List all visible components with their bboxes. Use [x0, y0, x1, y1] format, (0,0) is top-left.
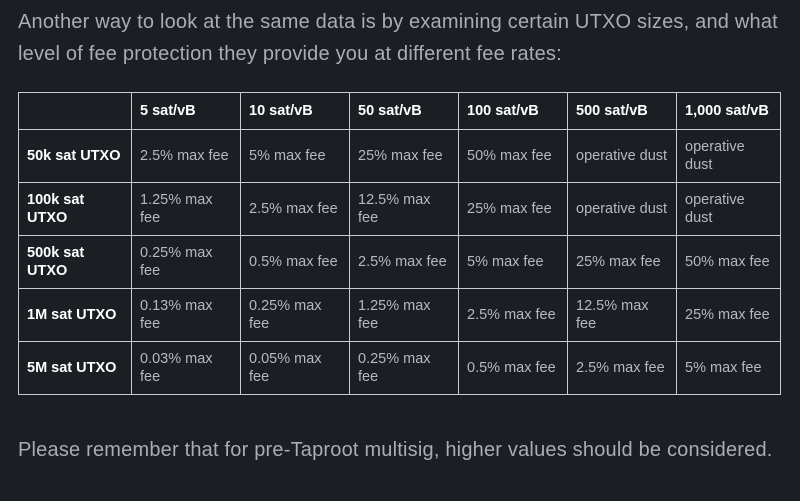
table-cell: 12.5% max fee: [349, 182, 459, 236]
column-header: 1,000 sat/vB: [676, 92, 781, 130]
table-header-row: 5 sat/vB 10 sat/vB 50 sat/vB 100 sat/vB …: [18, 92, 781, 130]
table-cell: 0.13% max fee: [131, 288, 241, 342]
table-cell: 5% max fee: [240, 129, 350, 183]
outro-paragraph: Please remember that for pre-Taproot mul…: [18, 439, 773, 461]
table-row: 100k sat UTXO 1.25% max fee 2.5% max fee…: [18, 182, 781, 236]
table-cell: 2.5% max fee: [240, 182, 350, 236]
intro-paragraph: Another way to look at the same data is …: [18, 11, 778, 65]
table-cell: 2.5% max fee: [458, 288, 568, 342]
fee-protection-table: 5 sat/vB 10 sat/vB 50 sat/vB 100 sat/vB …: [18, 92, 781, 395]
table-cell: 2.5% max fee: [131, 129, 241, 183]
table-cell: 1.25% max fee: [131, 182, 241, 236]
column-header: 50 sat/vB: [349, 92, 459, 130]
table-cell: operative dust: [676, 129, 781, 183]
table-cell: 2.5% max fee: [567, 341, 677, 395]
table-cell: operative dust: [676, 182, 781, 236]
table-row: 50k sat UTXO 2.5% max fee 5% max fee 25%…: [18, 129, 781, 183]
table-cell: 0.5% max fee: [240, 235, 350, 289]
table-cell: 50% max fee: [676, 235, 781, 289]
table-cell: 0.25% max fee: [240, 288, 350, 342]
table-cell: 0.03% max fee: [131, 341, 241, 395]
table-cell: 0.25% max fee: [349, 341, 459, 395]
table-cell: 25% max fee: [349, 129, 459, 183]
row-header: 100k sat UTXO: [18, 182, 132, 236]
table-cell: 0.05% max fee: [240, 341, 350, 395]
row-header: 5M sat UTXO: [18, 341, 132, 395]
column-header: 10 sat/vB: [240, 92, 350, 130]
table-cell: 5% max fee: [458, 235, 568, 289]
table-cell: 5% max fee: [676, 341, 781, 395]
table-cell: 12.5% max fee: [567, 288, 677, 342]
row-header: 500k sat UTXO: [18, 235, 132, 289]
row-header: 50k sat UTXO: [18, 129, 132, 183]
column-header: 500 sat/vB: [567, 92, 677, 130]
column-header: 100 sat/vB: [458, 92, 568, 130]
table-cell: 25% max fee: [676, 288, 781, 342]
table-row: 5M sat UTXO 0.03% max fee 0.05% max fee …: [18, 341, 781, 395]
table-cell: 2.5% max fee: [349, 235, 459, 289]
table-cell: 0.25% max fee: [131, 235, 241, 289]
table-row: 500k sat UTXO 0.25% max fee 0.5% max fee…: [18, 235, 781, 289]
table-cell: operative dust: [567, 129, 677, 183]
table-cell: operative dust: [567, 182, 677, 236]
table-cell: 25% max fee: [458, 182, 568, 236]
table-cell: 50% max fee: [458, 129, 568, 183]
corner-cell: [18, 92, 132, 130]
table-cell: 1.25% max fee: [349, 288, 459, 342]
table-row: 1M sat UTXO 0.13% max fee 0.25% max fee …: [18, 288, 781, 342]
column-header: 5 sat/vB: [131, 92, 241, 130]
table-cell: 25% max fee: [567, 235, 677, 289]
table-cell: 0.5% max fee: [458, 341, 568, 395]
row-header: 1M sat UTXO: [18, 288, 132, 342]
